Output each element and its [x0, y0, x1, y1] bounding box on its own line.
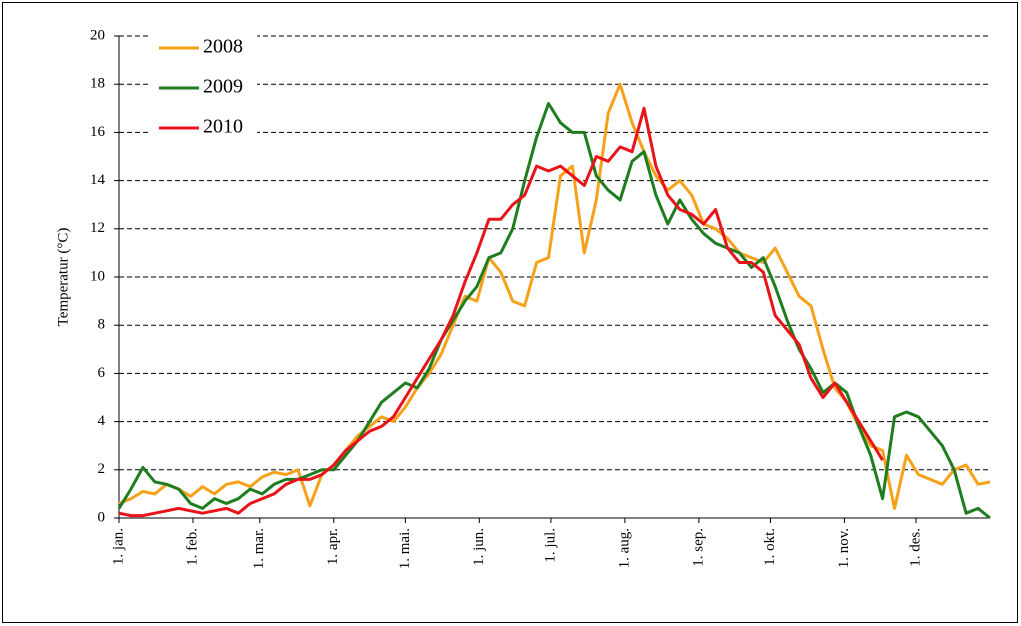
y-tick-label: 16 [90, 124, 106, 140]
y-tick-label: 8 [98, 317, 106, 333]
x-tick-label: 1. sep. [690, 528, 706, 567]
y-axis-label: Temperatur (°C) [55, 228, 71, 327]
x-tick-label: 1. jun. [471, 528, 487, 566]
y-tick-label: 20 [90, 27, 105, 43]
series-line [117, 102, 991, 520]
y-tick-label: 2 [98, 461, 106, 477]
y-tick-label: 18 [90, 76, 105, 92]
legend-label: 2008 [203, 36, 243, 58]
x-tick-label: 1. des. [907, 528, 923, 567]
y-tick-label: 12 [90, 220, 105, 236]
x-tick-label: 1. okt. [762, 528, 778, 566]
y-tick-label: 10 [90, 268, 105, 284]
y-tick-label: 14 [90, 172, 106, 188]
x-tick-label: 1. feb. [184, 528, 200, 566]
x-tick-label: 1. mai. [397, 528, 413, 569]
y-tick-label: 4 [98, 413, 106, 429]
series-line [118, 106, 884, 518]
x-tick-label: 1. nov. [836, 528, 852, 568]
x-tick-label: 1. jan. [110, 528, 126, 565]
x-tick-label: 1. aug. [616, 528, 632, 568]
x-tick-label: 1. apr. [325, 528, 341, 565]
y-tick-label: 0 [98, 509, 106, 525]
legend-label: 2010 [203, 116, 243, 138]
y-tick-label: 6 [98, 365, 106, 381]
x-tick-label: 1. jul. [542, 528, 558, 563]
x-tick-label: 1. mar. [251, 528, 267, 569]
legend-label: 2009 [203, 76, 243, 98]
